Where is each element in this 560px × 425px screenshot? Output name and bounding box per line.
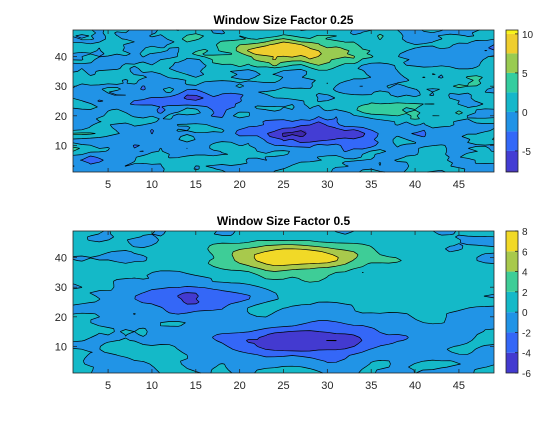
x-tick-label-2-45: 45	[453, 380, 465, 392]
colorbar-tick-label-2-6: 6	[522, 247, 528, 258]
contour-line-2-5	[231, 244, 359, 272]
contour-line-2-0	[326, 339, 337, 342]
colorbar-band-2-3	[506, 312, 518, 333]
colorbar-tick-label-2-2: 2	[522, 288, 528, 299]
x-tick-label-2-10: 10	[146, 380, 158, 392]
y-tick-label-1-30: 30	[55, 81, 67, 93]
colorbar-tick-label-2--2: -2	[522, 328, 531, 339]
contour-line-1-0	[282, 130, 307, 138]
x-tick-label-1-20: 20	[234, 179, 246, 191]
x-tick-label-1-15: 15	[190, 179, 202, 191]
colorbar-band-2-5	[506, 271, 518, 292]
colorbar-tick-label-1-5: 5	[522, 69, 528, 80]
colorbar-band-1-1	[506, 150, 518, 171]
colorbar-tick-label-2-4: 4	[522, 268, 528, 279]
colorbar-tick-label-2-8: 8	[522, 227, 528, 238]
colorbar-band-1-7	[506, 33, 518, 54]
x-tick-label-2-30: 30	[321, 380, 333, 392]
colorbar-band-1-6	[506, 53, 518, 73]
contour-line-2-1	[177, 292, 363, 352]
x-tick-label-1-40: 40	[409, 179, 421, 191]
colorbar-tick-label-2--6: -6	[522, 369, 531, 380]
contour-line-2-6	[253, 248, 339, 267]
contour-fill-1	[73, 30, 494, 172]
x-tick-label-2-15: 15	[190, 380, 202, 392]
colorbar-band-1-4	[506, 92, 518, 112]
colorbar-band-2-2	[506, 332, 518, 353]
x-tick-label-1-25: 25	[277, 179, 289, 191]
colorbar-band-1-0	[506, 170, 518, 172]
colorbar-tick-label-2--4: -4	[522, 349, 531, 360]
x-tick-label-1-45: 45	[453, 179, 465, 191]
contour-line-2-4	[207, 239, 402, 283]
subplot-title-1: Window Size Factor 0.25	[214, 13, 354, 27]
y-tick-label-2-10: 10	[55, 341, 67, 353]
y-tick-label-2-30: 30	[55, 282, 67, 294]
y-tick-label-2-40: 40	[55, 253, 67, 265]
colorbar-band-2-7	[506, 231, 518, 252]
contour-fill-2	[73, 231, 494, 373]
y-tick-label-2-20: 20	[55, 312, 67, 324]
x-tick-label-1-30: 30	[321, 179, 333, 191]
x-tick-label-2-20: 20	[234, 380, 246, 392]
contour-line-1-5	[235, 38, 355, 67]
colorbar-box-2	[505, 230, 519, 374]
contour-line-1-4	[72, 33, 495, 152]
contour-line-2-2	[134, 286, 409, 363]
colorbar-tick-label-1-10: 10	[522, 30, 534, 41]
subplot-1: 5 10 15 20 25 30 35 40 45 10 20 30 40 Window Size Fac…	[55, 13, 534, 191]
y-tick-label-1-40: 40	[55, 52, 67, 64]
colorbar-tick-label-2-0: 0	[522, 308, 528, 319]
x-tick-label-1-10: 10	[146, 179, 158, 191]
contour-line-1-3	[72, 29, 495, 173]
x-tick-label-1-5: 5	[105, 179, 111, 191]
x-tick-label-1-35: 35	[365, 179, 377, 191]
x-tick-label-2-35: 35	[365, 380, 377, 392]
x-tick-label-2-25: 25	[277, 380, 289, 392]
colorbar-2: 8 6 4 2 0 -2 -4 -6	[505, 227, 531, 380]
contour-line-1-2	[80, 44, 495, 165]
colorbar-band-1-2	[506, 131, 518, 151]
colorbar-box-1	[505, 29, 519, 173]
contour-line-1-6	[247, 41, 322, 61]
colorbar-1: 10 5 0 -5	[505, 29, 534, 173]
x-tick-label-2-40: 40	[409, 380, 421, 392]
contour-line-1-1	[183, 94, 366, 143]
subplot-title-2: Window Size Factor 0.5	[217, 214, 351, 228]
colorbar-band-1-3	[506, 111, 518, 132]
colorbar-tick-label-1--5: -5	[522, 147, 531, 158]
colorbar-tick-label-1-0: 0	[522, 108, 528, 119]
x-tick-label-2-5: 5	[105, 380, 111, 392]
colorbar-band-1-5	[506, 72, 518, 93]
colorbar-band-2-6	[506, 251, 518, 272]
y-tick-label-1-10: 10	[55, 140, 67, 152]
colorbar-band-2-4	[506, 291, 518, 313]
colorbar-band-2-1	[506, 352, 518, 373]
colorbar-band-1-8	[506, 30, 518, 34]
y-tick-label-1-20: 20	[55, 111, 67, 123]
